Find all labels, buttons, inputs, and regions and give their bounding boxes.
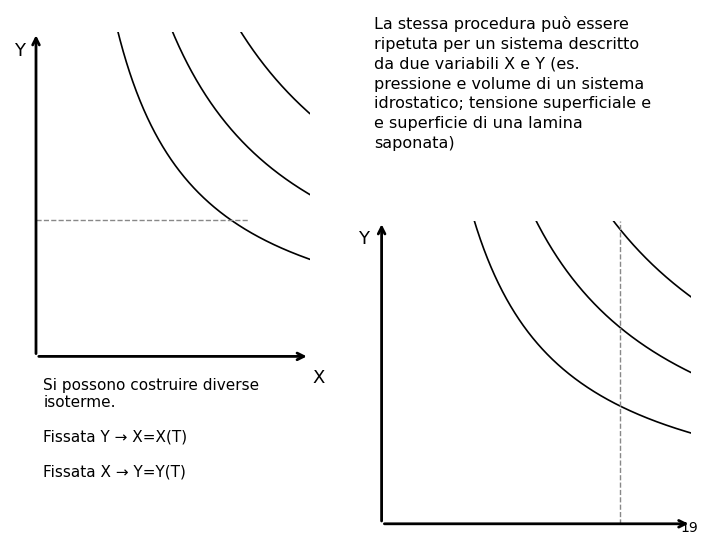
Text: Fissata X → Y=Y(T): Fissata X → Y=Y(T) bbox=[43, 464, 186, 480]
Text: Y: Y bbox=[14, 42, 25, 60]
Text: Y: Y bbox=[358, 231, 369, 248]
Text: Fissata Y → X=X(T): Fissata Y → X=X(T) bbox=[43, 429, 187, 444]
Text: X: X bbox=[312, 369, 325, 387]
Text: X: X bbox=[694, 539, 706, 540]
Text: Si possono costruire diverse
isoterme.: Si possono costruire diverse isoterme. bbox=[43, 378, 259, 410]
Text: La stessa procedura può essere
ripetuta per un sistema descritto
da due variabil: La stessa procedura può essere ripetuta … bbox=[374, 16, 652, 151]
Text: 19: 19 bbox=[680, 521, 698, 535]
